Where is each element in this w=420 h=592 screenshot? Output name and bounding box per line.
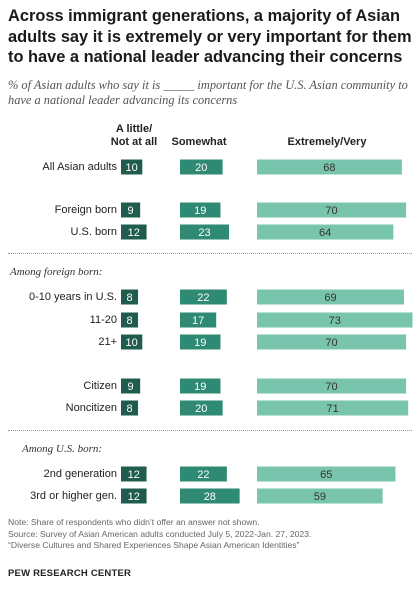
section-label-foreign-born: Among foreign born:	[10, 266, 103, 278]
bar-little-2nd-generation	[121, 466, 147, 482]
bar-somewhat-foreign-born	[180, 202, 221, 218]
data-label-little-3rd-or-higher: 12	[128, 491, 140, 503]
column-header-little-line2: Not at all	[110, 136, 158, 148]
bar-little-noncitizen	[121, 400, 139, 416]
bar-somewhat-11-20	[180, 312, 217, 328]
notes-block: Note: Share of respondents who didn’t of…	[8, 517, 412, 552]
row-label-3rd-or-higher: 3rd or higher gen.	[30, 490, 117, 502]
data-label-little-foreign-born: 9	[128, 205, 134, 217]
bar-extremely-foreign-born	[257, 202, 407, 218]
bar-little-citizen	[121, 378, 141, 394]
bar-extremely-21-plus	[257, 334, 407, 350]
bar-extremely-all-asian-adults	[257, 159, 402, 175]
bar-little-foreign-born	[121, 202, 141, 218]
data-label-extremely-21-plus: 70	[325, 337, 337, 349]
pew-research-center-logo-text: PEW RESEARCH CENTER	[8, 568, 132, 579]
data-label-little-citizen: 9	[128, 381, 134, 393]
data-label-little-all-asian-adults: 10	[126, 162, 138, 174]
data-label-somewhat-citizen: 19	[194, 381, 206, 393]
bar-extremely-noncitizen	[257, 400, 409, 416]
data-label-extremely-us-born: 64	[319, 227, 331, 239]
data-label-little-noncitizen: 8	[126, 403, 132, 415]
data-label-extremely-11-20: 73	[329, 315, 341, 327]
data-label-little-2nd-generation: 12	[128, 469, 140, 481]
bar-little-3rd-or-higher	[121, 488, 147, 504]
data-label-somewhat-2nd-generation: 22	[197, 469, 209, 481]
bar-extremely-citizen	[257, 378, 407, 394]
bar-little-11-20	[121, 312, 139, 328]
bar-somewhat-citizen	[180, 378, 221, 394]
row-label-11-20: 11-20	[89, 314, 117, 326]
data-label-somewhat-foreign-born: 19	[194, 205, 206, 217]
bar-little-0-10-years	[121, 289, 139, 305]
bar-extremely-3rd-or-higher	[257, 488, 383, 504]
row-label-21-plus: 21+	[98, 336, 117, 348]
row-label-noncitizen: Noncitizen	[65, 402, 117, 414]
chart-title: Across immigrant generations, a majority…	[8, 7, 412, 66]
bar-somewhat-0-10-years	[180, 289, 227, 305]
bar-somewhat-noncitizen	[180, 400, 223, 416]
row-label-all-asian-adults: All Asian adults	[42, 161, 117, 173]
data-label-little-0-10-years: 8	[126, 292, 132, 304]
column-header-somewhat: Somewhat	[171, 136, 227, 148]
bar-somewhat-2nd-generation	[180, 466, 227, 482]
bar-extremely-us-born	[257, 224, 394, 240]
data-label-extremely-all-asian-adults: 68	[323, 162, 335, 174]
data-label-somewhat-0-10-years: 22	[197, 292, 209, 304]
data-label-extremely-noncitizen: 71	[326, 403, 338, 415]
data-label-extremely-2nd-generation: 65	[320, 469, 332, 481]
bar-little-21-plus	[121, 334, 143, 350]
column-header-little-line1: A little/	[115, 123, 153, 135]
data-label-somewhat-11-20: 17	[192, 315, 204, 327]
report-title-text: “Diverse Cultures and Shared Experiences…	[8, 540, 300, 550]
source-text: Source: Survey of Asian American adults …	[8, 528, 312, 539]
bar-extremely-2nd-generation	[257, 466, 396, 482]
column-header-extremely: Extremely/Very	[287, 136, 367, 148]
row-label-citizen: Citizen	[83, 380, 117, 392]
data-label-little-us-born: 12	[128, 227, 140, 239]
bar-somewhat-us-born	[180, 224, 229, 240]
data-label-somewhat-all-asian-adults: 20	[195, 162, 207, 174]
row-label-0-10-years: 0-10 years in U.S.	[28, 291, 117, 303]
data-label-somewhat-us-born: 23	[198, 227, 210, 239]
data-label-extremely-foreign-born: 70	[325, 205, 337, 217]
note-text: Note: Share of respondents who didn’t of…	[8, 517, 260, 527]
data-label-extremely-citizen: 70	[325, 381, 337, 393]
data-label-somewhat-noncitizen: 20	[195, 403, 207, 415]
bar-little-all-asian-adults	[121, 159, 143, 175]
bar-extremely-0-10-years	[257, 289, 404, 305]
bar-somewhat-all-asian-adults	[180, 159, 223, 175]
bar-somewhat-3rd-or-higher	[180, 488, 240, 504]
row-label-us-born: U.S. born	[70, 226, 117, 238]
section-label-us-born: Among U.S. born:	[22, 443, 103, 455]
data-label-somewhat-21-plus: 19	[194, 337, 206, 349]
data-label-extremely-3rd-or-higher: 59	[314, 491, 326, 503]
section-divider-2	[8, 430, 412, 431]
bar-extremely-11-20	[257, 312, 413, 328]
data-label-little-21-plus: 10	[126, 337, 138, 349]
column-header-little: A little/ Not at all	[107, 123, 161, 149]
bar-little-us-born	[121, 224, 147, 240]
bar-somewhat-21-plus	[180, 334, 221, 350]
row-label-foreign-born: Foreign born	[54, 204, 117, 216]
data-label-somewhat-3rd-or-higher: 28	[204, 491, 216, 503]
section-divider-1	[8, 253, 412, 254]
chart-subtitle: % of Asian adults who say it is _____ im…	[8, 78, 408, 107]
data-label-little-11-20: 8	[126, 315, 132, 327]
row-label-2nd-generation: 2nd generation	[43, 468, 117, 480]
data-label-extremely-0-10-years: 69	[324, 292, 336, 304]
